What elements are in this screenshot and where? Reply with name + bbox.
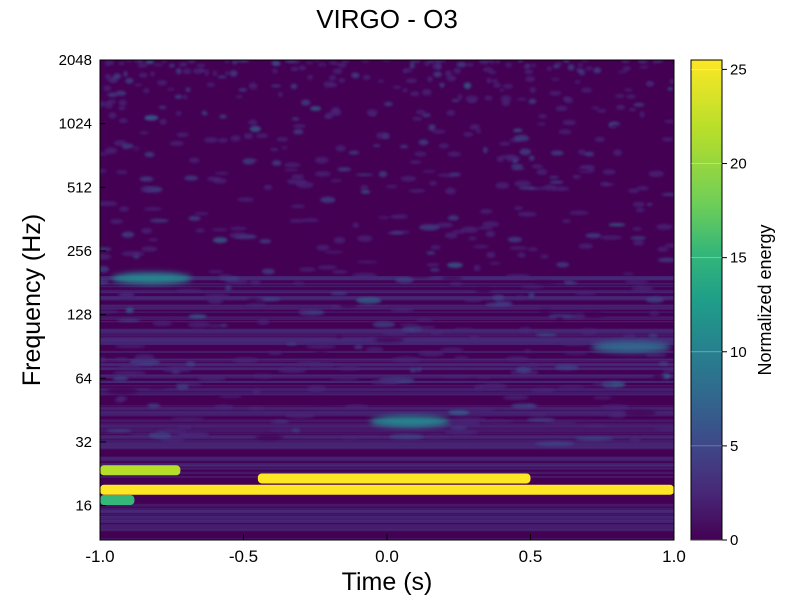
energy-blob-5 — [111, 272, 192, 285]
x-axis: -1.0 -0.5 0.0 0.5 1.0 — [85, 534, 686, 566]
y-tick-label: 256 — [67, 243, 92, 260]
x-tick-label: -0.5 — [229, 547, 258, 566]
colorbar-tick-label: 25 — [730, 61, 747, 78]
y-tick-label: 128 — [67, 307, 92, 324]
y-tick-label: 32 — [75, 434, 92, 451]
energy-band-2 — [100, 465, 181, 476]
colorbar: 0 5 10 15 20 25 Normalized energy — [690, 59, 775, 549]
x-tick-label: 1.0 — [662, 547, 686, 566]
colorbar-gradient — [690, 59, 723, 541]
y-tick-label: 64 — [75, 370, 92, 387]
colorbar-tick-label: 5 — [730, 438, 738, 455]
y-tick-label: 512 — [67, 179, 92, 196]
y-tick-label: 2048 — [59, 52, 92, 69]
y-tick-label: 1024 — [59, 116, 92, 133]
colorbar-tick-label: 10 — [730, 344, 747, 361]
plot-area — [99, 59, 675, 541]
colorbar-tick-label: 0 — [730, 532, 738, 549]
chart-title: VIRGO - O3 — [316, 4, 458, 34]
heatmap-cells — [100, 60, 674, 540]
y-axis: 16 32 64 128 256 512 1024 2048 — [59, 52, 106, 515]
x-axis-label: Time (s) — [342, 568, 433, 596]
energy-band-1 — [257, 473, 531, 484]
background-texture — [100, 60, 674, 540]
colorbar-tick-label: 20 — [730, 156, 747, 173]
colorbar-ticks: 0 5 10 15 20 25 — [691, 61, 747, 549]
colorbar-label: Normalized energy — [755, 224, 775, 375]
energy-band-3 — [100, 495, 135, 506]
y-axis-label: Frequency (Hz) — [18, 214, 46, 386]
energy-band-0 — [100, 484, 674, 495]
x-tick-label: 0.5 — [519, 547, 543, 566]
y-tick-label: 16 — [75, 498, 92, 515]
energy-blob-6 — [590, 340, 671, 353]
x-tick-label: 0.0 — [375, 547, 399, 566]
colorbar-tick-label: 15 — [730, 250, 747, 267]
energy-blob-4 — [369, 415, 450, 428]
x-tick-label: -1.0 — [85, 547, 114, 566]
